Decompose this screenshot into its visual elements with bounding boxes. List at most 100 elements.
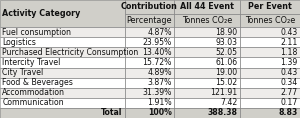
- Bar: [0, 27, 124, 37]
- Bar: [124, 57, 174, 67]
- Text: 100%: 100%: [148, 108, 172, 117]
- Text: Activity Category: Activity Category: [2, 9, 81, 18]
- Text: 18.90: 18.90: [215, 28, 238, 37]
- Bar: [174, 78, 240, 88]
- Text: Intercity Travel: Intercity Travel: [2, 58, 61, 67]
- Bar: [0, 98, 124, 108]
- Text: 15.02: 15.02: [215, 78, 238, 87]
- Bar: [240, 27, 300, 37]
- Bar: [240, 0, 300, 14]
- Bar: [174, 98, 240, 108]
- Text: 2.11: 2.11: [280, 38, 298, 47]
- Text: Logistics: Logistics: [2, 38, 36, 47]
- Text: 61.06: 61.06: [215, 58, 238, 67]
- Bar: [240, 78, 300, 88]
- Bar: [0, 108, 124, 118]
- Bar: [174, 27, 240, 37]
- Text: 0.34: 0.34: [280, 78, 298, 87]
- Bar: [240, 67, 300, 78]
- Bar: [174, 67, 240, 78]
- Bar: [124, 57, 174, 67]
- Text: 13.40%: 13.40%: [142, 48, 172, 57]
- Bar: [240, 47, 300, 57]
- Bar: [124, 88, 174, 98]
- Bar: [240, 0, 300, 14]
- Bar: [240, 47, 300, 57]
- Bar: [0, 78, 124, 88]
- Bar: [240, 57, 300, 67]
- Bar: [174, 27, 240, 37]
- Text: 121.91: 121.91: [210, 88, 238, 97]
- Text: 1.39: 1.39: [280, 58, 298, 67]
- Text: Tonnes CO₂e: Tonnes CO₂e: [182, 16, 232, 25]
- Text: 1.18: 1.18: [280, 48, 298, 57]
- Bar: [0, 57, 124, 67]
- Bar: [240, 108, 300, 118]
- Bar: [0, 47, 124, 57]
- Text: 4.87%: 4.87%: [147, 28, 172, 37]
- Bar: [124, 37, 174, 47]
- Text: Accommodation: Accommodation: [2, 88, 65, 97]
- Bar: [240, 67, 300, 78]
- Bar: [0, 88, 124, 98]
- Bar: [124, 67, 174, 78]
- Bar: [174, 78, 240, 88]
- Bar: [174, 37, 240, 47]
- Bar: [0, 98, 124, 108]
- Text: Communication: Communication: [2, 98, 64, 107]
- Bar: [174, 57, 240, 67]
- Bar: [240, 78, 300, 88]
- Text: 3.87%: 3.87%: [147, 78, 172, 87]
- Bar: [174, 14, 240, 27]
- Bar: [124, 108, 174, 118]
- Bar: [0, 67, 124, 78]
- Bar: [0, 47, 124, 57]
- Text: 1.91%: 1.91%: [147, 98, 172, 107]
- Text: 0.17: 0.17: [280, 98, 298, 107]
- Bar: [174, 98, 240, 108]
- Bar: [124, 0, 174, 14]
- Bar: [124, 47, 174, 57]
- Text: Purchased Electricity Consumption: Purchased Electricity Consumption: [2, 48, 139, 57]
- Text: 388.38: 388.38: [208, 108, 238, 117]
- Bar: [240, 57, 300, 67]
- Bar: [124, 88, 174, 98]
- Text: Fuel consumption: Fuel consumption: [2, 28, 71, 37]
- Bar: [0, 67, 124, 78]
- Bar: [240, 27, 300, 37]
- Bar: [174, 0, 240, 14]
- Text: Total: Total: [100, 108, 122, 117]
- Text: 23.95%: 23.95%: [142, 38, 172, 47]
- Bar: [124, 27, 174, 37]
- Bar: [240, 14, 300, 27]
- Text: All 44 Event: All 44 Event: [180, 2, 234, 11]
- Text: Per Event: Per Event: [248, 2, 292, 11]
- Bar: [174, 14, 240, 27]
- Text: City Travel: City Travel: [2, 68, 44, 77]
- Text: 7.42: 7.42: [220, 98, 238, 107]
- Text: 19.00: 19.00: [215, 68, 238, 77]
- Bar: [124, 78, 174, 88]
- Text: 2.77: 2.77: [280, 88, 298, 97]
- Bar: [174, 67, 240, 78]
- Bar: [0, 0, 124, 27]
- Text: 0.43: 0.43: [280, 28, 298, 37]
- Bar: [124, 108, 174, 118]
- Bar: [0, 88, 124, 98]
- Bar: [240, 88, 300, 98]
- Bar: [174, 88, 240, 98]
- Bar: [124, 27, 174, 37]
- Bar: [174, 57, 240, 67]
- Bar: [174, 0, 240, 14]
- Text: 93.03: 93.03: [216, 38, 238, 47]
- Bar: [174, 108, 240, 118]
- Bar: [240, 108, 300, 118]
- Bar: [0, 0, 124, 27]
- Bar: [240, 37, 300, 47]
- Bar: [0, 78, 124, 88]
- Bar: [0, 37, 124, 47]
- Bar: [0, 108, 124, 118]
- Bar: [124, 47, 174, 57]
- Text: 31.39%: 31.39%: [142, 88, 172, 97]
- Bar: [240, 88, 300, 98]
